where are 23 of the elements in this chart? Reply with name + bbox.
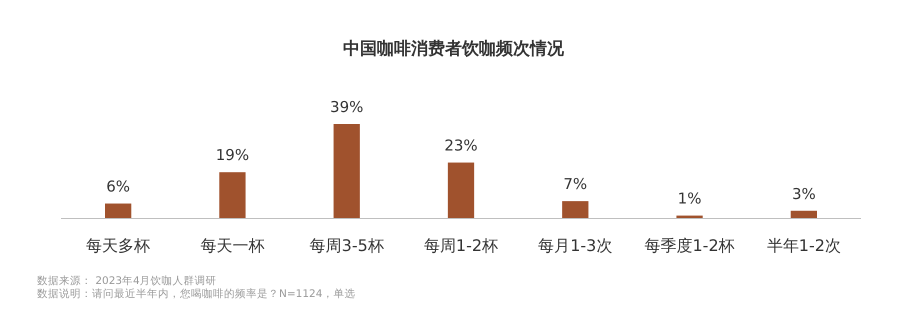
x-tick-label: 每天一杯: [200, 236, 264, 255]
x-tick-label: 每天多杯: [86, 236, 150, 255]
bar: [334, 124, 360, 218]
data-label: 39%: [330, 98, 364, 116]
x-tick-label: 每月1-3次: [538, 236, 612, 255]
data-label: 6%: [106, 178, 130, 196]
x-tick-label: 每季度1-2杯: [644, 236, 735, 255]
x-tick-label: 半年1-2次: [766, 236, 841, 255]
bar: [105, 204, 132, 218]
bar: [562, 201, 588, 218]
data-label: 19%: [216, 146, 250, 164]
data-label: 1%: [678, 190, 702, 208]
x-tick-label: 每周3-5杯: [310, 236, 384, 255]
data-label: 23%: [444, 136, 478, 155]
bar: [219, 172, 246, 218]
x-tick-label: 每周1-2杯: [424, 236, 498, 255]
data-label: 3%: [792, 184, 816, 203]
source-note: 数据来源： 2023年4月饮咖人群调研: [37, 274, 217, 287]
chart-title: 中国咖啡消费者饮咖频次情况: [343, 39, 565, 59]
data-label: 7%: [563, 175, 588, 194]
text: 数据说明：请问最近半年内，您喝咖啡的频率是？N=1124，单选: [37, 287, 356, 300]
bar: [790, 210, 817, 218]
bar: [448, 162, 474, 218]
